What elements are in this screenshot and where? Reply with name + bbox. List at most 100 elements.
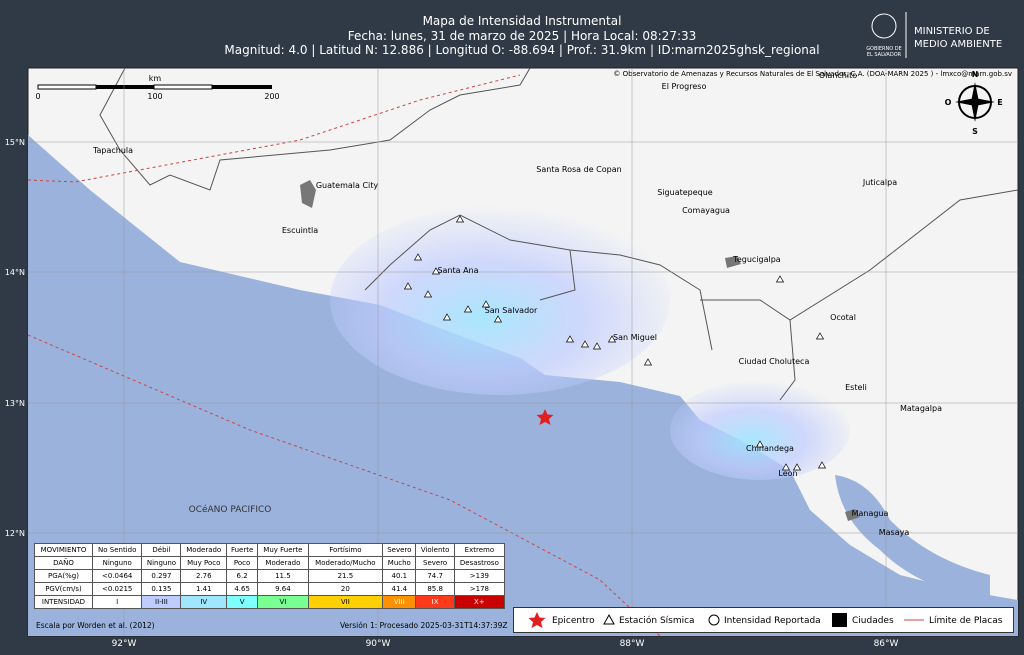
lon-label: 86°W xyxy=(874,639,899,649)
station xyxy=(493,315,503,323)
lat-label: 13°N xyxy=(5,399,25,408)
table-cell: PGV(cm/s) xyxy=(34,582,93,596)
logo-text: MEDIO AMBIENTE xyxy=(914,39,1002,50)
legend-label: Estación Sísmica xyxy=(619,615,695,626)
table-cell: Extremo xyxy=(453,543,506,557)
table-cell: No Sentido xyxy=(91,543,143,557)
table-cell: 0.297 xyxy=(141,569,182,583)
table-cell: INTENSIDAD xyxy=(34,595,93,609)
table-cell: Moderado xyxy=(180,543,228,557)
logo-emblem xyxy=(871,13,897,39)
table-cell: Fortísimo xyxy=(307,543,384,557)
table-cell: Desastroso xyxy=(453,556,506,570)
scale-tick: 100 xyxy=(147,92,162,101)
city-label: Managua xyxy=(852,509,889,518)
legend-icon xyxy=(528,612,546,628)
logo-text: EL SALVADOR xyxy=(867,52,902,58)
station xyxy=(455,215,465,223)
table-cell: Mucho xyxy=(382,556,417,570)
scale-bar xyxy=(37,84,272,90)
lat-label: 15°N xyxy=(5,138,25,147)
lat-label: 12°N xyxy=(5,529,25,538)
table-cell: 9.64 xyxy=(257,582,309,596)
table-cell: Severo xyxy=(382,543,417,557)
legend-icons: Epicentro Estación Sísmica Intensidad Repo… xyxy=(528,612,1003,628)
city-label: Olanchito xyxy=(819,71,857,80)
city-label: Matagalpa xyxy=(900,404,942,413)
city-label: Escuintla xyxy=(282,226,318,235)
station xyxy=(755,440,765,448)
station xyxy=(817,461,827,469)
table-cell: 74.7 xyxy=(415,569,455,583)
table-cell: 40.1 xyxy=(382,569,417,583)
lon-label: 88°W xyxy=(620,639,645,649)
table-cell: DAÑO xyxy=(34,556,93,570)
intensity-area xyxy=(670,380,850,480)
table-cell: Severo xyxy=(415,556,455,570)
logo-text: MINISTERIO DE xyxy=(914,26,990,37)
city-label: Santa Ana xyxy=(437,266,478,275)
table-cell: 0.135 xyxy=(141,582,182,596)
table-cell: VIII xyxy=(382,595,417,609)
station xyxy=(775,275,785,283)
legend-label: Límite de Placas xyxy=(929,616,1003,626)
table-cell: 2.76 xyxy=(180,569,228,583)
plate-boundary xyxy=(27,74,661,637)
table-cell: 11.5 xyxy=(257,569,309,583)
compass-letter: E xyxy=(997,98,1002,107)
station xyxy=(781,463,791,471)
city-label: San Salvador xyxy=(485,306,538,315)
intensity-area xyxy=(330,205,670,395)
station xyxy=(442,313,452,321)
table-cell: 85.8 xyxy=(415,582,455,596)
table-cell: 4.65 xyxy=(226,582,259,596)
city-label: Comayagua xyxy=(682,206,730,215)
intensity-table: MOVIMIENTO No Sentido Débil Moderado Fuerte M… xyxy=(34,543,506,609)
station xyxy=(423,290,433,298)
city-label: Esteli xyxy=(845,383,867,392)
city-label: Juticalpa xyxy=(862,178,897,187)
table-cell: MOVIMIENTO xyxy=(34,543,93,557)
table-cell: II-III xyxy=(141,595,182,609)
station xyxy=(403,282,413,290)
table-cell: 1.41 xyxy=(180,582,228,596)
city-label: Masaya xyxy=(879,528,910,537)
city-label: Tapachula xyxy=(92,146,133,155)
station xyxy=(463,305,473,313)
table-cell: IV xyxy=(180,595,228,609)
table-cell: VII xyxy=(307,595,384,609)
city-label: Tegucigalpa xyxy=(732,255,781,264)
table-cell: Moderado xyxy=(257,556,309,570)
table-row: DAÑO Ninguno Ninguno Muy Poco Poco Moderado Mo… xyxy=(34,556,506,570)
city-label: Santa Rosa de Copan xyxy=(536,165,621,174)
table-cell: X+ xyxy=(453,595,506,609)
table-cell: Ninguno xyxy=(91,556,143,570)
table-cell: Violento xyxy=(415,543,455,557)
table-cell: 21.5 xyxy=(307,569,384,583)
table-cell: 41.4 xyxy=(382,582,417,596)
city-label: Guatemala City xyxy=(316,181,379,190)
legend-icon xyxy=(603,613,615,625)
table-cell: Muy Fuerte xyxy=(257,543,309,557)
lon-label: 92°W xyxy=(112,639,137,649)
table-cell: 6.2 xyxy=(226,569,259,583)
station xyxy=(580,340,590,348)
station xyxy=(607,335,617,343)
table-cell: >178 xyxy=(453,582,506,596)
table-cell: IX xyxy=(415,595,455,609)
compass-letter: O xyxy=(945,98,952,107)
legend-label: Epicentro xyxy=(552,616,595,626)
legend-icon xyxy=(832,613,847,627)
station xyxy=(815,332,825,340)
legend: Epicentro Estación Sísmica Intensidad Repo… xyxy=(513,607,1014,633)
city-label: Chinandega xyxy=(746,444,794,453)
scale-unit: km xyxy=(149,74,162,83)
compass-letter: N xyxy=(972,70,979,79)
city-label: Ciudad Choluteca xyxy=(739,357,810,366)
credit: Escala por Worden et al. (2012) xyxy=(36,621,155,630)
table-row: MOVIMIENTO No Sentido Débil Moderado Fuerte M… xyxy=(34,543,506,557)
table-cell: Fuerte xyxy=(226,543,259,557)
station xyxy=(481,300,491,308)
